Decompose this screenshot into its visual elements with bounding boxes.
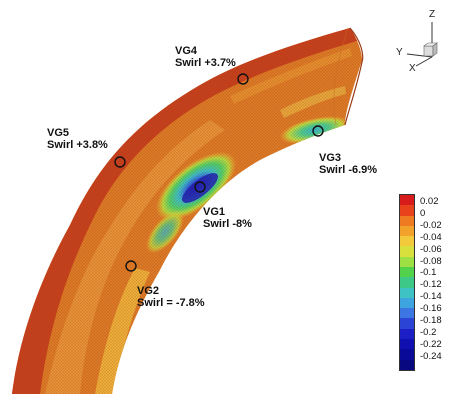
axis-z-label: Z xyxy=(429,9,436,20)
legend-swatch xyxy=(400,256,414,267)
legend-swatch xyxy=(400,287,414,298)
axis-triad xyxy=(406,22,438,67)
vg4-name: VG4 xyxy=(175,45,198,57)
legend-swatch xyxy=(400,195,414,206)
legend-swatch xyxy=(400,205,414,216)
legend-swatch xyxy=(400,277,414,288)
legend-level-label: -0.18 xyxy=(420,315,442,326)
vg4-marker xyxy=(237,73,249,85)
legend-level-label: -0.24 xyxy=(420,350,442,362)
legend-level-label: -0.02 xyxy=(420,219,442,231)
vg4-swirl: Swirl +3.7% xyxy=(175,57,236,69)
vg3-marker xyxy=(312,125,324,137)
legend-level-label: -0.04 xyxy=(420,231,442,243)
vg5-swirl: Swirl +3.8% xyxy=(47,139,108,151)
vg1-swirl: Swirl -8% xyxy=(203,218,252,230)
legend-swatch xyxy=(400,266,414,278)
legend-level-label: -0.12 xyxy=(420,279,442,291)
legend-level-label: -0.1 xyxy=(420,267,437,279)
vg2-marker xyxy=(125,260,137,272)
axis-y-label: Y xyxy=(396,47,403,58)
legend-swatch xyxy=(400,338,414,350)
vg5-marker xyxy=(114,156,126,168)
legend-swatch xyxy=(400,236,414,247)
axis-x-label: X xyxy=(409,63,416,74)
vg5-name: VG5 xyxy=(47,127,70,139)
legend-level-label: 0 xyxy=(420,207,426,219)
legend-level-label: -0.08 xyxy=(420,255,442,267)
legend-level-label: -0.06 xyxy=(420,243,442,255)
legend-swatch xyxy=(400,328,414,339)
legend-swatch xyxy=(400,246,414,257)
legend-level-label: -0.14 xyxy=(420,291,442,303)
vg1-marker xyxy=(194,181,206,193)
legend-swatch xyxy=(400,349,414,360)
vg2-name: VG2 xyxy=(137,285,160,297)
legend-swatch xyxy=(400,308,414,319)
legend-level-label: -0.2 xyxy=(420,326,437,338)
legend-colorbar xyxy=(399,194,415,371)
legend-level-label: -0.16 xyxy=(420,303,442,315)
vg3-swirl: Swirl -6.9% xyxy=(319,164,378,176)
legend-swatch xyxy=(400,225,414,237)
vg2-swirl: Swirl = -7.8% xyxy=(137,297,205,309)
legend-level-label: 0.02 xyxy=(420,196,439,207)
legend-swatch xyxy=(400,359,414,370)
legend-swatch xyxy=(400,297,414,309)
legend-swatch xyxy=(400,215,414,226)
vg3-name: VG3 xyxy=(319,152,342,164)
legend-level-label: -0.22 xyxy=(420,338,442,350)
legend-swatch xyxy=(400,318,414,329)
vg1-name: VG1 xyxy=(203,206,226,218)
